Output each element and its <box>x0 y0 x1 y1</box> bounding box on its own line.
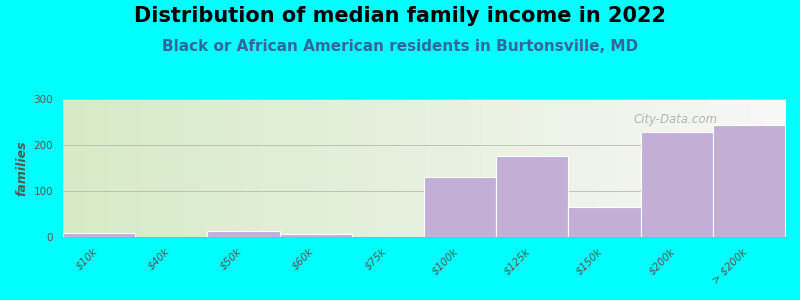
Bar <box>63 233 135 237</box>
Bar <box>641 132 713 237</box>
Bar <box>279 234 352 237</box>
Text: City-Data.com: City-Data.com <box>634 113 718 126</box>
Bar <box>424 177 496 237</box>
Bar <box>207 231 279 237</box>
Text: Distribution of median family income in 2022: Distribution of median family income in … <box>134 6 666 26</box>
Bar <box>713 125 785 237</box>
Bar <box>568 207 641 237</box>
Text: Black or African American residents in Burtonsville, MD: Black or African American residents in B… <box>162 39 638 54</box>
Bar <box>496 156 568 237</box>
Y-axis label: families: families <box>15 140 28 196</box>
